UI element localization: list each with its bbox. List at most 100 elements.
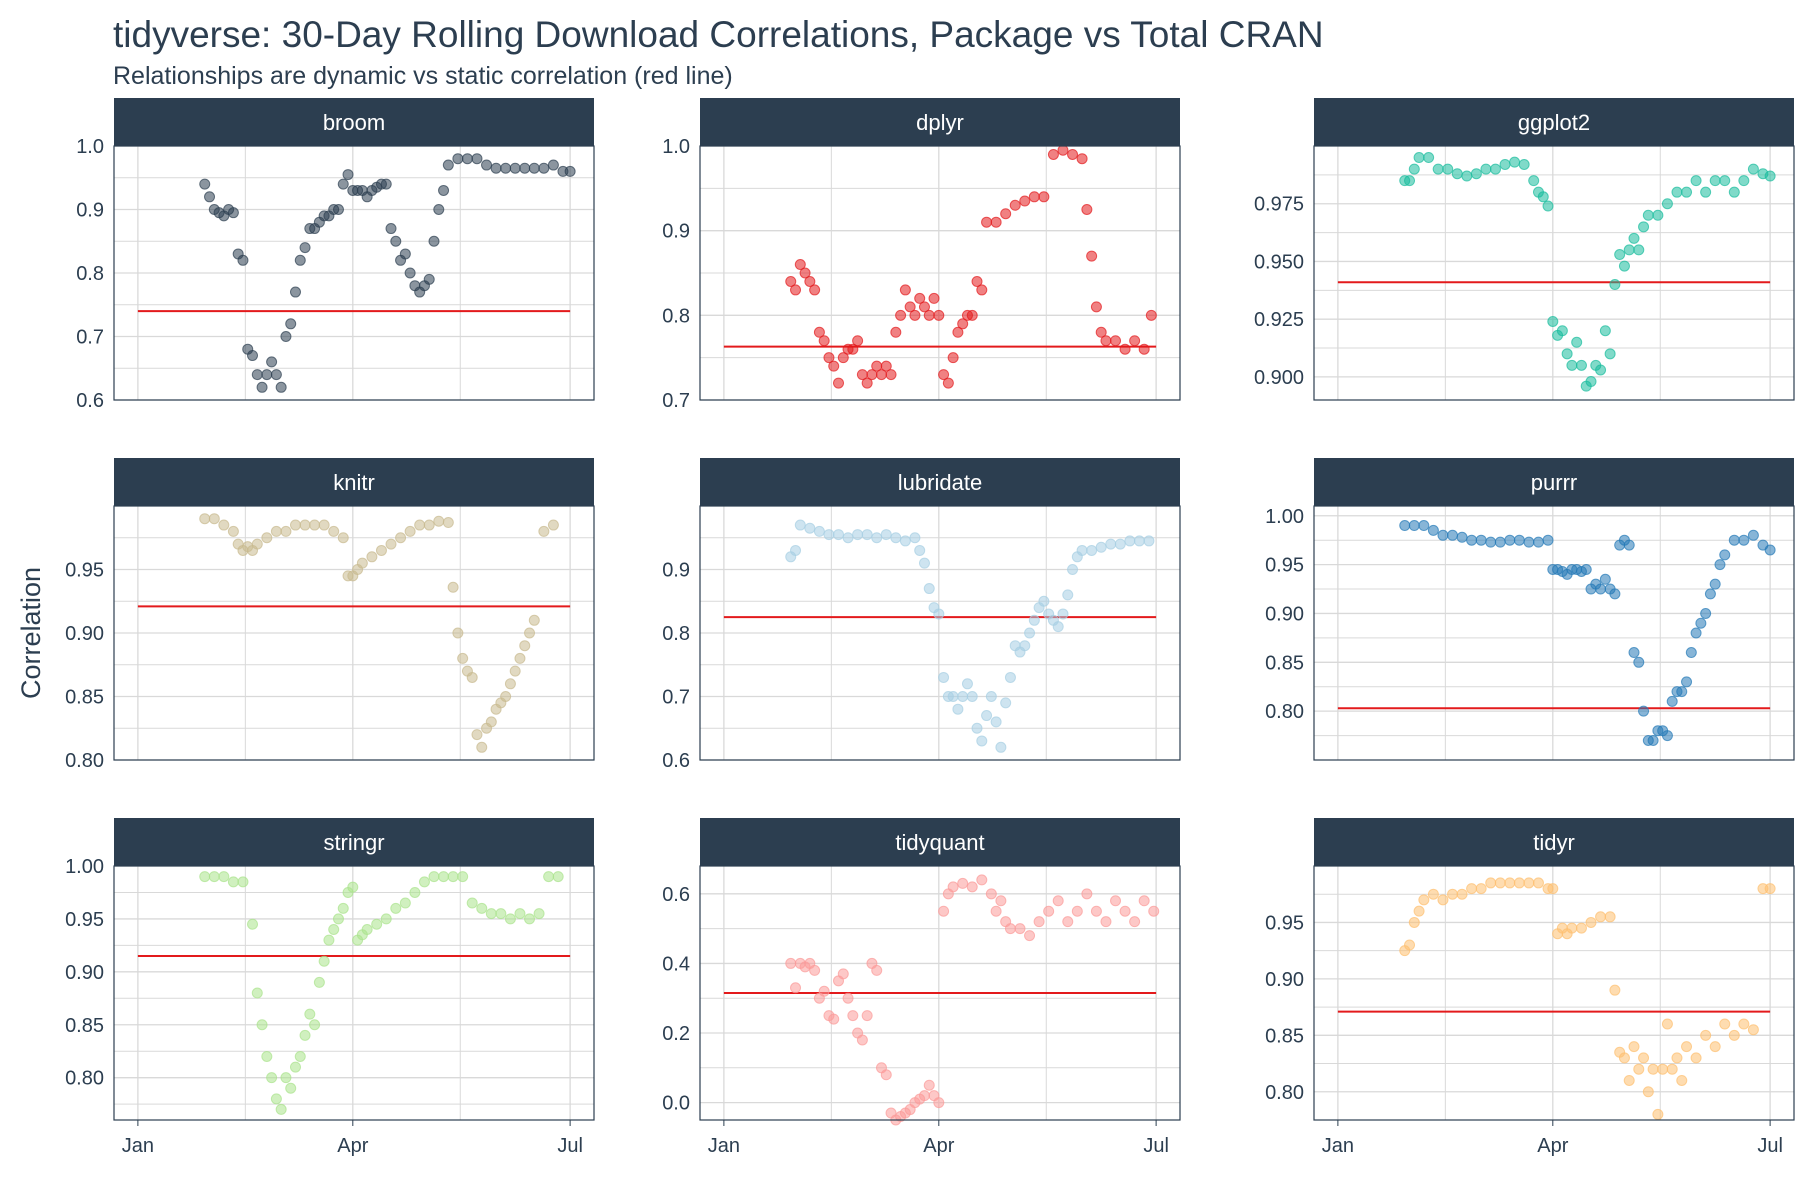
y-tick-label: 0.85 — [65, 687, 104, 709]
data-point — [304, 1008, 316, 1020]
data-point — [818, 985, 830, 997]
data-point — [1666, 1063, 1678, 1075]
data-point — [1437, 529, 1449, 541]
data-point — [495, 908, 507, 920]
data-point — [938, 369, 950, 381]
data-point — [385, 223, 397, 235]
data-point — [199, 513, 211, 525]
data-point — [266, 1072, 278, 1084]
data-point — [299, 242, 311, 254]
data-point — [1695, 617, 1707, 629]
data-point — [1595, 911, 1607, 923]
data-point — [261, 532, 273, 544]
y-axis-label: Correlation — [16, 567, 46, 699]
data-point — [1062, 916, 1074, 928]
data-point — [1609, 984, 1621, 996]
data-point — [1585, 916, 1597, 928]
data-point — [1110, 895, 1122, 907]
data-point — [885, 369, 897, 381]
data-point — [418, 876, 430, 888]
data-point — [1764, 170, 1776, 182]
data-point — [818, 335, 830, 347]
y-tick-label: 0.7 — [662, 687, 690, 709]
data-point — [837, 352, 849, 364]
data-point — [909, 309, 921, 321]
data-point — [375, 544, 387, 556]
data-point — [1062, 589, 1074, 601]
data-point — [547, 519, 559, 531]
data-point — [1480, 163, 1492, 175]
data-point — [1628, 647, 1640, 659]
data-point — [1413, 905, 1425, 917]
data-point — [1609, 279, 1621, 291]
data-point — [500, 691, 512, 702]
data-point — [1086, 250, 1098, 262]
data-point — [528, 162, 540, 174]
y-tick-label: 0.900 — [1254, 367, 1304, 389]
data-point — [218, 519, 230, 531]
data-point — [828, 1013, 840, 1025]
data-point — [1685, 647, 1697, 659]
data-point — [519, 640, 531, 652]
data-point — [1599, 325, 1611, 337]
data-point — [918, 1090, 930, 1102]
data-point — [318, 519, 330, 531]
data-point — [371, 918, 383, 930]
data-point — [337, 178, 349, 190]
data-point — [895, 309, 907, 321]
data-point — [985, 691, 997, 702]
data-point — [1585, 376, 1597, 388]
y-tick-label: 1.0 — [662, 136, 690, 158]
data-point — [1719, 175, 1731, 187]
data-point — [794, 259, 806, 271]
data-point — [1595, 583, 1607, 595]
data-point — [995, 741, 1007, 753]
data-point — [1052, 621, 1064, 633]
data-point — [1509, 156, 1521, 168]
data-point — [1676, 1074, 1688, 1086]
data-point — [861, 377, 873, 389]
data-point — [1504, 877, 1516, 889]
data-point — [1129, 335, 1141, 347]
data-point — [1728, 186, 1740, 198]
y-tick-label: 0.80 — [65, 750, 104, 772]
facet-label: broom — [323, 110, 385, 135]
y-tick-label: 0.6 — [662, 884, 690, 906]
data-point — [1571, 336, 1583, 348]
data-point — [837, 968, 849, 980]
data-point — [952, 326, 964, 338]
data-point — [899, 284, 911, 296]
data-point — [1747, 1024, 1759, 1036]
data-point — [923, 583, 935, 595]
data-point — [366, 551, 378, 563]
x-tick-label: Jan — [708, 1135, 740, 1157]
panel-border — [113, 865, 595, 1121]
data-point — [504, 678, 516, 690]
x-tick-label: Jan — [1322, 1135, 1354, 1157]
data-point — [1661, 1018, 1673, 1030]
panel-knitr: 0.80 0.85 0.90 0.95 knitr — [65, 458, 595, 772]
y-tick-label: 0.95 — [1265, 555, 1304, 577]
data-point — [1076, 544, 1088, 556]
data-point — [227, 525, 239, 537]
panel-purrr: 0.80 0.85 0.90 0.95 1.00 purrr — [1265, 458, 1795, 761]
data-point — [476, 741, 488, 753]
data-point — [1470, 168, 1482, 180]
data-point — [466, 897, 478, 909]
data-point — [1504, 534, 1516, 546]
data-point — [804, 275, 816, 287]
data-point — [1628, 1041, 1640, 1053]
facet-label: stringr — [323, 830, 384, 855]
data-point — [332, 204, 344, 215]
data-point — [1100, 916, 1112, 928]
data-point — [1652, 1108, 1664, 1120]
facet-strip — [1314, 458, 1794, 506]
data-point — [1057, 608, 1069, 620]
data-point — [457, 871, 469, 883]
data-point — [1738, 175, 1750, 187]
y-tick-label: 0.90 — [1265, 969, 1304, 991]
facet-strip — [700, 98, 1180, 146]
data-point — [1638, 705, 1650, 717]
data-point — [966, 309, 978, 321]
y-tick-label: 1.00 — [65, 856, 104, 878]
